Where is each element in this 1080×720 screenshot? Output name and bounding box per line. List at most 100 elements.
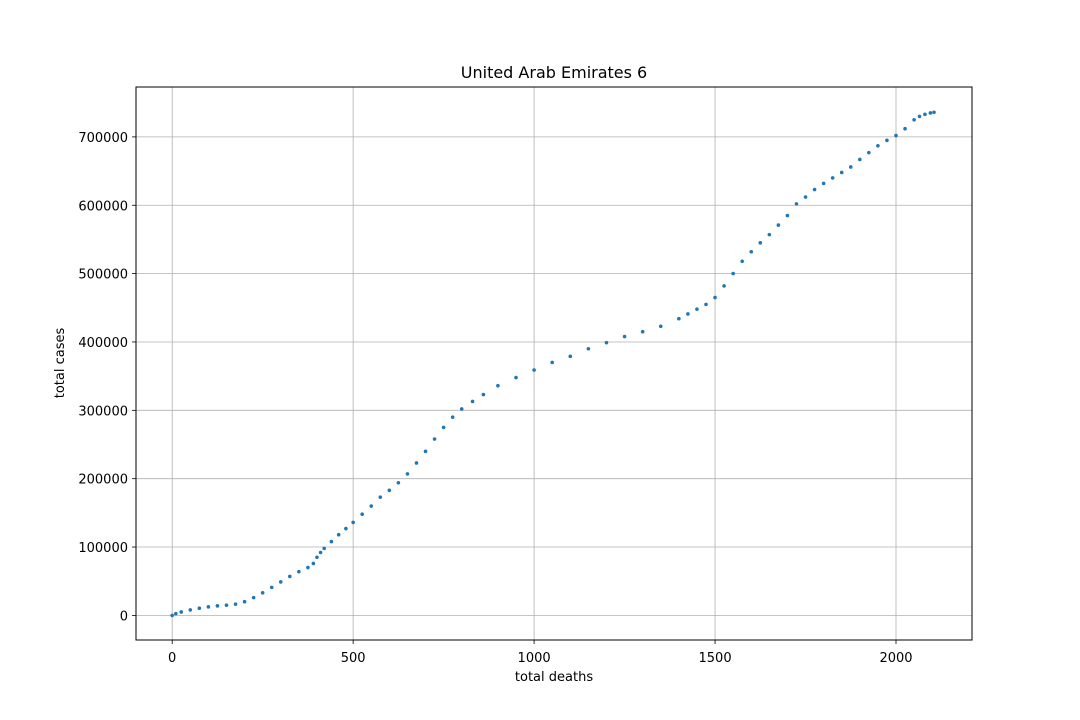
y-tick-label: 200000 [78,473,128,488]
data-point [514,375,518,380]
data-point [496,383,500,388]
data-point [858,157,862,162]
x-tick-label: 1500 [699,651,732,666]
data-point [278,580,283,584]
data-point [233,602,238,606]
data-point [876,143,880,148]
data-point [912,118,916,122]
data-point [532,368,536,372]
data-point [360,512,364,517]
y-tick-label: 0 [120,609,128,624]
grid-lines [136,87,972,640]
data-point [351,520,355,525]
data-point [740,259,744,264]
data-point [459,407,464,411]
y-tick-label: 100000 [78,541,128,556]
data-point [315,555,319,560]
data-point [396,480,401,485]
data-point [329,539,334,544]
data-point [749,249,754,254]
data-point [288,574,292,579]
data-point [170,613,174,618]
x-axis-ticks: 0 500 1000 1500 2000 [168,640,913,666]
data-point [758,241,763,245]
x-tick-label: 1000 [518,651,551,666]
data-point [470,399,475,404]
y-tick-label: 700000 [78,131,128,146]
data-point [269,585,274,590]
data-point [704,302,708,307]
y-tick-label: 600000 [78,199,128,214]
data-point [640,329,645,334]
data-point [932,110,936,115]
data-point [369,504,374,508]
chart-title: United Arab Emirates 6 [461,63,647,82]
data-point [311,561,316,566]
data-point [794,202,799,206]
data-point [722,284,726,288]
data-point [378,495,383,499]
data-point [658,324,663,329]
data-point [174,611,178,616]
data-point [242,599,247,604]
data-point [767,232,772,237]
data-point [713,295,717,300]
data-point [405,472,410,476]
data-point [423,449,428,454]
data-point [441,425,446,430]
data-point [812,187,817,192]
data-point [414,461,419,465]
data-point [550,360,554,365]
x-tick-label: 500 [341,651,366,666]
data-point [885,138,889,143]
data-point [197,606,202,611]
data-point [928,111,933,115]
x-axis-label: total deaths [515,670,593,685]
data-point [848,165,853,169]
data-point [336,532,341,537]
x-tick-label: 2000 [879,651,912,666]
data-point [322,546,326,551]
data-point [260,591,265,595]
data-point [318,550,323,555]
data-point [586,347,591,351]
y-axis-ticks: 0 100000 200000 300000 400000 500000 600000 700… [78,131,136,624]
plot-frame [135,86,973,641]
data-point [344,526,348,531]
data-point [224,603,229,607]
data-point [903,126,907,131]
data-point [215,604,220,608]
data-point [251,595,256,600]
data-point [677,316,681,321]
data-point [179,610,184,614]
data-point [695,307,699,311]
data-point [206,605,211,609]
data-point [686,312,690,316]
data-point [387,488,392,493]
data-point [731,271,735,276]
data-point [568,354,573,359]
data-point [923,112,927,117]
data-point [821,181,826,186]
y-tick-label: 400000 [78,336,128,351]
data-point [306,565,310,570]
x-tick-label: 0 [168,651,176,666]
data-point [785,213,790,218]
data-point [622,334,627,339]
data-point [917,114,922,119]
data-point [803,195,808,199]
data-point [188,608,193,612]
data-point [776,223,781,227]
y-tick-label: 300000 [78,404,128,419]
data-point [481,392,486,397]
data-points [170,110,936,618]
data-point [839,170,844,175]
y-axis-label: total cases [53,328,68,399]
data-point [894,133,898,138]
y-tick-label: 500000 [78,268,128,283]
data-point [604,340,609,345]
data-point [450,415,455,419]
data-point [830,176,835,180]
data-point [432,437,437,441]
